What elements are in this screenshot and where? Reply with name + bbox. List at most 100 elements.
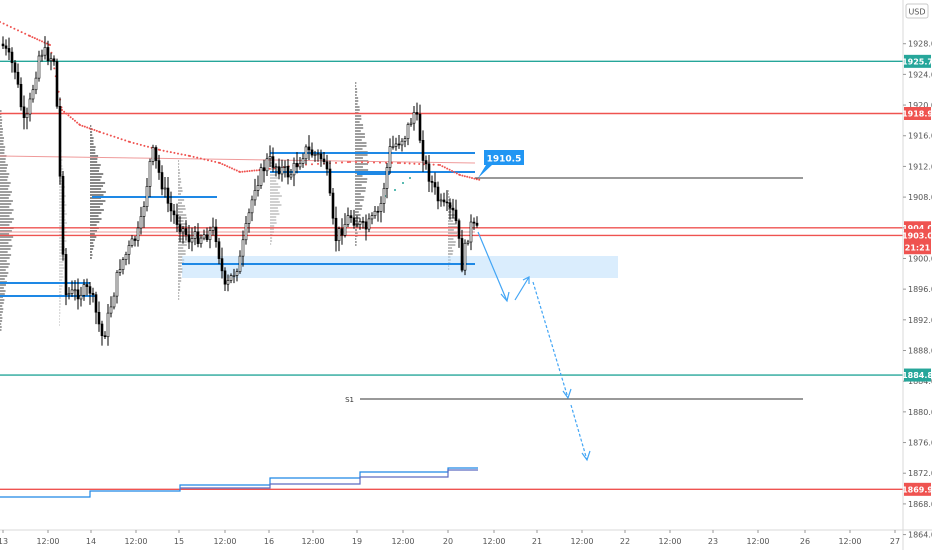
candle-body bbox=[271, 156, 275, 168]
candle-body bbox=[289, 174, 293, 178]
candle-body bbox=[238, 255, 242, 272]
vwap-dot bbox=[461, 174, 464, 177]
profile-bar bbox=[355, 205, 363, 207]
profile-bar bbox=[90, 218, 102, 220]
profile-bar bbox=[0, 293, 5, 295]
vwap-dot bbox=[251, 169, 253, 172]
candle-body bbox=[253, 190, 257, 201]
candle-body bbox=[49, 58, 53, 62]
profile-bar bbox=[59, 273, 63, 275]
vwap-dot bbox=[373, 161, 375, 164]
vwap-dot bbox=[391, 161, 393, 164]
vwap-dot bbox=[83, 125, 86, 128]
candle-body bbox=[172, 210, 176, 216]
vwap-dot bbox=[347, 161, 349, 164]
y-tick-label: 1924.0 bbox=[908, 70, 932, 79]
currency-button-frame[interactable] bbox=[905, 3, 929, 19]
profile-bar bbox=[178, 280, 182, 282]
x-tick-label: 19 bbox=[352, 537, 362, 546]
vwap-dot bbox=[49, 44, 51, 46]
candle-body bbox=[184, 228, 188, 236]
profile-bar bbox=[0, 158, 6, 160]
candle-body bbox=[451, 207, 455, 211]
vwap-dot bbox=[33, 37, 36, 40]
candle-body bbox=[304, 146, 308, 160]
profile-bar bbox=[178, 169, 180, 171]
profile-bar bbox=[0, 137, 4, 139]
candle-body bbox=[142, 206, 146, 217]
profile-bar bbox=[0, 221, 13, 223]
vwap-dot bbox=[459, 174, 461, 176]
vwap-dot bbox=[468, 176, 471, 179]
candle-body bbox=[199, 237, 203, 244]
profile-bar bbox=[355, 130, 361, 132]
time-axis[interactable]: 13 12:00 14 12:00 15 12:00 16 12:00 19 12:00 20 12:… bbox=[0, 529, 932, 546]
candle-body bbox=[376, 210, 380, 213]
profile-bar bbox=[90, 161, 98, 163]
profile-bar bbox=[355, 184, 362, 186]
candle-body bbox=[319, 153, 323, 160]
vwap-dot bbox=[20, 31, 23, 34]
profile-bar bbox=[270, 186, 281, 188]
profile-bar bbox=[448, 220, 454, 222]
profile-bar bbox=[90, 200, 106, 202]
vwap-dot bbox=[311, 163, 313, 166]
candle-body bbox=[28, 98, 32, 115]
vwap-dot bbox=[241, 170, 244, 173]
y-tick-label: 1896.0 bbox=[908, 285, 932, 294]
vwap-dot bbox=[81, 124, 84, 127]
profile-bar bbox=[355, 199, 364, 201]
candle-body bbox=[295, 163, 299, 168]
candle-body bbox=[67, 293, 71, 296]
vwap-dot bbox=[448, 168, 451, 171]
profile-bar bbox=[178, 262, 185, 264]
candle-body bbox=[19, 83, 23, 108]
candle-body bbox=[13, 62, 17, 73]
profile-bar bbox=[448, 214, 455, 216]
vwap-dot bbox=[437, 163, 440, 166]
profile-bar bbox=[59, 309, 61, 311]
candle-body bbox=[157, 160, 161, 173]
currency-label[interactable]: USD bbox=[908, 8, 925, 17]
price-badge-label: 1918.9 bbox=[902, 109, 932, 118]
profile-bar bbox=[270, 201, 280, 203]
candle-body bbox=[298, 163, 302, 168]
vwap-dot bbox=[239, 171, 241, 173]
profile-bar bbox=[0, 284, 6, 286]
profile-bar bbox=[178, 271, 183, 273]
x-tick-label: 15 bbox=[174, 537, 184, 546]
candle-body bbox=[100, 323, 104, 337]
candle-body bbox=[445, 201, 449, 204]
profile-bar bbox=[0, 248, 11, 250]
candle-body bbox=[217, 241, 221, 259]
profile-bar bbox=[270, 228, 274, 230]
candle-body bbox=[424, 160, 428, 165]
currency-button[interactable]: USD bbox=[905, 3, 929, 19]
profile-bar bbox=[178, 193, 182, 195]
price-axis[interactable]: 1928.0 1924.0 1920.0 1916.0 1912.0 1908.0 1904… bbox=[902, 0, 932, 550]
candle-body bbox=[226, 280, 230, 285]
candle-body bbox=[220, 258, 224, 272]
vwap-dot bbox=[36, 38, 39, 41]
price-callout[interactable]: 1910.5 bbox=[478, 150, 524, 178]
vwap-dot bbox=[147, 145, 149, 148]
vwap-dot bbox=[379, 161, 381, 164]
profile-bar bbox=[178, 163, 180, 165]
profile-bar bbox=[355, 190, 366, 192]
profile-bar bbox=[0, 194, 11, 196]
candle-body bbox=[85, 284, 89, 287]
vwap-dot bbox=[233, 168, 236, 171]
candle-body bbox=[367, 218, 371, 230]
profile-bar bbox=[355, 136, 365, 138]
profile-bar bbox=[0, 305, 3, 307]
candle-body bbox=[127, 245, 131, 255]
vwap-dot bbox=[169, 151, 172, 154]
profile-bar bbox=[0, 287, 4, 289]
profile-bar bbox=[270, 174, 276, 176]
vwap-dot bbox=[214, 160, 217, 163]
profile-bar bbox=[59, 177, 65, 179]
profile-bar bbox=[59, 180, 63, 182]
profile-bar bbox=[59, 306, 61, 308]
